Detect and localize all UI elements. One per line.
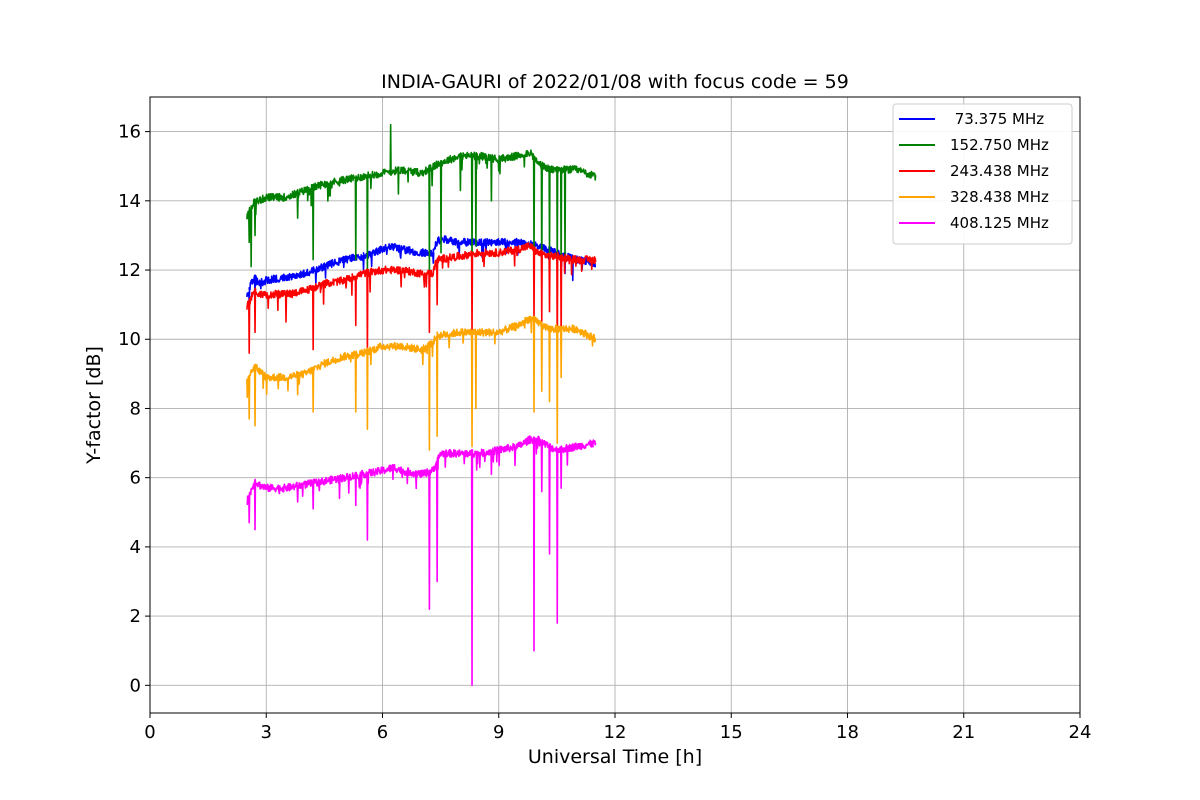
- legend-label-0: 73.375 MHz: [950, 110, 1044, 128]
- y-tick-label: 12: [118, 260, 141, 281]
- series-line-1: [246, 123, 597, 278]
- series-line-2: [246, 242, 597, 358]
- x-tick-label: 6: [377, 722, 388, 743]
- x-tick-label: 9: [493, 722, 504, 743]
- y-tick-label: 2: [130, 606, 141, 627]
- y-tick-label: 8: [130, 398, 141, 419]
- x-tick-label: 12: [604, 722, 627, 743]
- x-tick-label: 24: [1069, 722, 1092, 743]
- x-tick-label: 3: [261, 722, 272, 743]
- legend-label-2: 243.438 MHz: [950, 162, 1049, 180]
- x-axis-ticks: 0 3 6 9 12 15 18 21 24: [144, 713, 1091, 743]
- x-axis-label: Universal Time [h]: [528, 746, 702, 768]
- x-tick-label: 21: [952, 722, 975, 743]
- x-tick-label: 15: [720, 722, 743, 743]
- y-tick-label: 10: [118, 329, 141, 350]
- series-line-0: [246, 235, 597, 306]
- y-tick-label: 0: [130, 675, 141, 696]
- legend-box: [892, 103, 1073, 245]
- y-axis-label: Y-factor [dB]: [83, 346, 105, 465]
- legend-label-3: 328.438 MHz: [950, 188, 1049, 206]
- y-tick-label: 4: [130, 537, 141, 558]
- series-line-3: [246, 315, 597, 451]
- x-tick-label: 18: [836, 722, 859, 743]
- y-tick-label: 14: [118, 191, 141, 212]
- legend: 73.375 MHz 152.750 MHz 243.438 MHz 328.438 …: [892, 103, 1073, 245]
- plot-lines: [246, 123, 597, 687]
- legend-label-4: 408.125 MHz: [950, 214, 1049, 232]
- legend-label-1: 152.750 MHz: [950, 136, 1049, 154]
- chart-title: INDIA-GAURI of 2022/01/08 with focus cod…: [381, 71, 849, 93]
- y-tick-label: 6: [130, 468, 141, 489]
- y-axis-ticks: 0 2 4 6 8 10 12 14 16: [118, 122, 150, 696]
- series-line-4: [246, 435, 597, 687]
- y-tick-label: 16: [118, 122, 141, 143]
- x-tick-label: 0: [144, 722, 155, 743]
